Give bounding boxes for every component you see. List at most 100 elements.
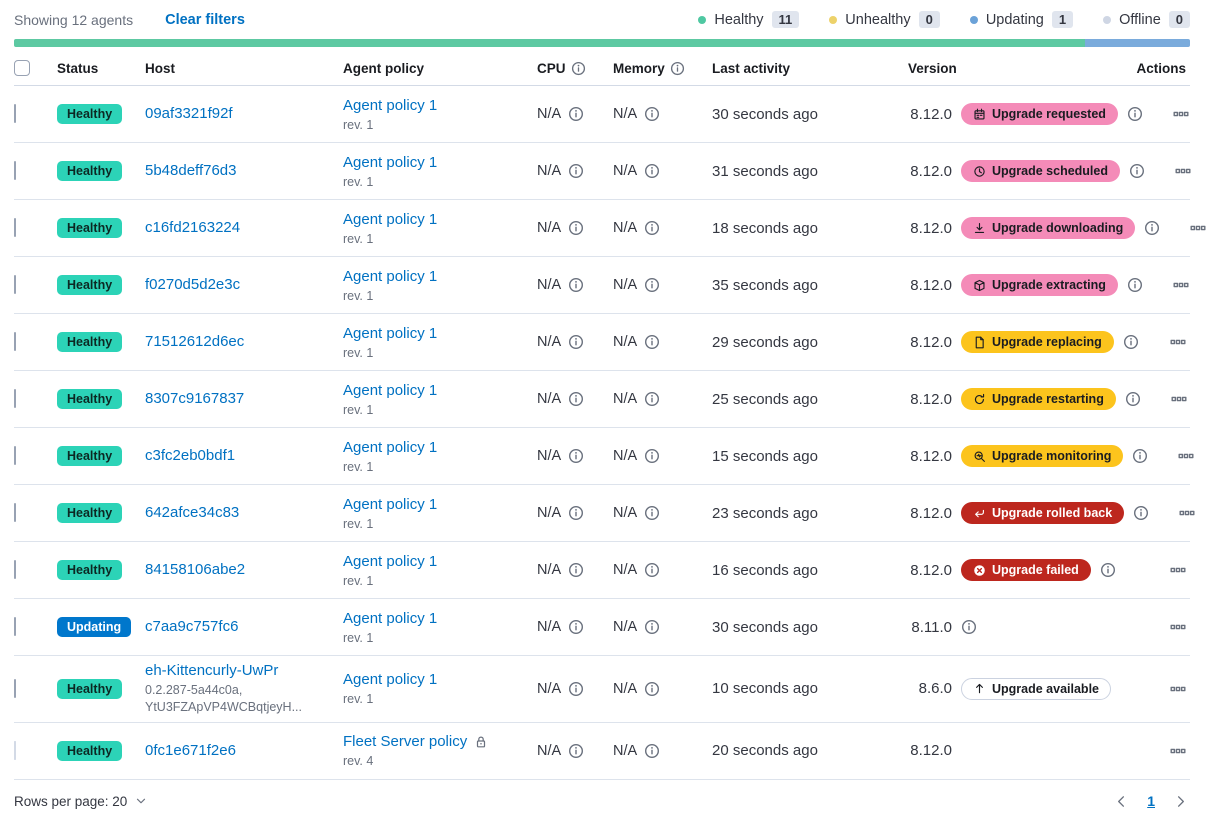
upgrade-status-badge[interactable]: Upgrade downloading — [961, 217, 1136, 239]
host-link[interactable]: eh-Kittencurly-UwPr — [145, 662, 279, 679]
row-checkbox[interactable] — [14, 678, 16, 698]
info-icon[interactable] — [1100, 562, 1116, 578]
legend-item-unhealthy[interactable]: Unhealthy 0 — [829, 11, 940, 28]
actions-button[interactable] — [1168, 741, 1188, 761]
agent-policy-link[interactable]: Agent policy 1 — [343, 210, 438, 228]
previous-page-button[interactable] — [1112, 792, 1131, 811]
info-icon[interactable] — [568, 163, 584, 179]
info-icon[interactable] — [644, 562, 660, 578]
row-checkbox[interactable] — [14, 161, 16, 180]
actions-button[interactable] — [1171, 275, 1191, 295]
column-header-cpu[interactable]: CPU — [537, 61, 613, 76]
column-header-host[interactable]: Host — [145, 60, 175, 76]
host-link[interactable]: 5b48deff76d3 — [145, 162, 237, 179]
upgrade-status-badge[interactable]: Upgrade replacing — [961, 331, 1114, 353]
row-checkbox[interactable] — [14, 503, 16, 522]
actions-button[interactable] — [1177, 503, 1197, 523]
legend-item-offline[interactable]: Offline 0 — [1103, 11, 1190, 28]
upgrade-status-badge[interactable]: Upgrade available — [961, 677, 1111, 700]
row-checkbox[interactable] — [14, 617, 16, 636]
info-icon[interactable] — [1133, 505, 1149, 521]
info-icon[interactable] — [568, 220, 584, 236]
info-icon[interactable] — [568, 562, 584, 578]
info-icon[interactable] — [568, 334, 584, 350]
info-icon[interactable] — [644, 448, 660, 464]
info-icon[interactable] — [1127, 277, 1143, 293]
upgrade-status-badge[interactable]: Upgrade rolled back — [961, 502, 1125, 524]
agent-policy-link[interactable]: Fleet Server policy — [343, 733, 488, 750]
info-icon[interactable] — [568, 619, 584, 635]
upgrade-status-badge[interactable]: Upgrade extracting — [961, 274, 1118, 296]
info-icon[interactable] — [644, 163, 660, 179]
column-header-policy[interactable]: Agent policy — [343, 60, 425, 76]
info-icon[interactable] — [644, 619, 660, 635]
info-icon[interactable] — [568, 448, 584, 464]
info-icon[interactable] — [568, 277, 584, 293]
host-link[interactable]: c7aa9c757fc6 — [145, 618, 239, 635]
info-icon[interactable] — [568, 106, 584, 122]
row-checkbox[interactable] — [14, 446, 16, 465]
info-icon[interactable] — [644, 391, 660, 407]
info-icon[interactable] — [1132, 448, 1148, 464]
agent-policy-link[interactable]: Agent policy 1 — [343, 96, 438, 114]
actions-button[interactable] — [1173, 161, 1193, 181]
column-header-version[interactable]: Version — [908, 60, 957, 76]
info-icon[interactable] — [1144, 220, 1160, 236]
agent-policy-link[interactable]: Agent policy 1 — [343, 267, 438, 285]
upgrade-status-badge[interactable]: Upgrade monitoring — [961, 445, 1124, 467]
actions-button[interactable] — [1168, 617, 1188, 637]
info-icon[interactable] — [644, 334, 660, 350]
row-checkbox[interactable] — [14, 389, 16, 408]
actions-button[interactable] — [1188, 218, 1208, 238]
info-icon[interactable] — [644, 277, 660, 293]
actions-button[interactable] — [1168, 679, 1188, 699]
info-icon[interactable] — [568, 743, 584, 759]
info-icon[interactable] — [568, 681, 584, 697]
host-link[interactable]: 642afce34c83 — [145, 504, 240, 521]
agent-policy-link[interactable]: Agent policy 1 — [343, 153, 438, 171]
agent-policy-link[interactable]: Agent policy 1 — [343, 438, 438, 456]
upgrade-status-badge[interactable]: Upgrade restarting — [961, 388, 1116, 410]
host-link[interactable]: c3fc2eb0bdf1 — [145, 447, 236, 464]
host-link[interactable]: 8307c9167837 — [145, 390, 245, 407]
column-header-status[interactable]: Status — [57, 60, 99, 76]
upgrade-status-badge[interactable]: Upgrade requested — [961, 103, 1118, 125]
actions-button[interactable] — [1171, 104, 1191, 124]
rows-per-page-button[interactable]: Rows per page: 20 — [14, 794, 148, 809]
info-icon[interactable] — [1125, 391, 1141, 407]
info-icon[interactable] — [644, 220, 660, 236]
clear-filters-link[interactable]: Clear filters — [165, 11, 245, 28]
upgrade-status-badge[interactable]: Upgrade scheduled — [961, 160, 1120, 182]
info-icon[interactable] — [961, 619, 977, 635]
select-all-checkbox[interactable] — [14, 60, 30, 76]
host-link[interactable]: c16fd2163224 — [145, 219, 241, 236]
host-link[interactable]: f0270d5d2e3c — [145, 276, 241, 293]
upgrade-status-badge[interactable]: Upgrade failed — [961, 559, 1091, 581]
host-link[interactable]: 71512612d6ec — [145, 333, 245, 350]
info-icon[interactable] — [1123, 334, 1139, 350]
actions-button[interactable] — [1168, 560, 1188, 580]
info-icon[interactable] — [1129, 163, 1145, 179]
legend-item-healthy[interactable]: Healthy 11 — [698, 11, 800, 28]
host-link[interactable]: 84158106abe2 — [145, 561, 246, 578]
info-icon[interactable] — [644, 505, 660, 521]
agent-policy-link[interactable]: Agent policy 1 — [343, 381, 438, 399]
info-icon[interactable] — [568, 391, 584, 407]
row-checkbox[interactable] — [14, 332, 16, 351]
info-icon[interactable] — [644, 743, 660, 759]
row-checkbox[interactable] — [14, 560, 16, 579]
page-number-1[interactable]: 1 — [1147, 793, 1155, 810]
info-icon[interactable] — [1127, 106, 1143, 122]
row-checkbox[interactable] — [14, 104, 16, 123]
info-icon[interactable] — [644, 106, 660, 122]
column-header-last-activity[interactable]: Last activity — [712, 60, 791, 76]
actions-button[interactable] — [1176, 446, 1196, 466]
info-icon[interactable] — [644, 681, 660, 697]
host-link[interactable]: 0fc1e671f2e6 — [145, 741, 236, 759]
column-header-memory[interactable]: Memory — [613, 61, 712, 76]
agent-policy-link[interactable]: Agent policy 1 — [343, 552, 438, 570]
actions-button[interactable] — [1169, 389, 1189, 409]
info-icon[interactable] — [568, 505, 584, 521]
host-link[interactable]: 09af3321f92f — [145, 105, 233, 122]
legend-item-updating[interactable]: Updating 1 — [969, 11, 1074, 28]
